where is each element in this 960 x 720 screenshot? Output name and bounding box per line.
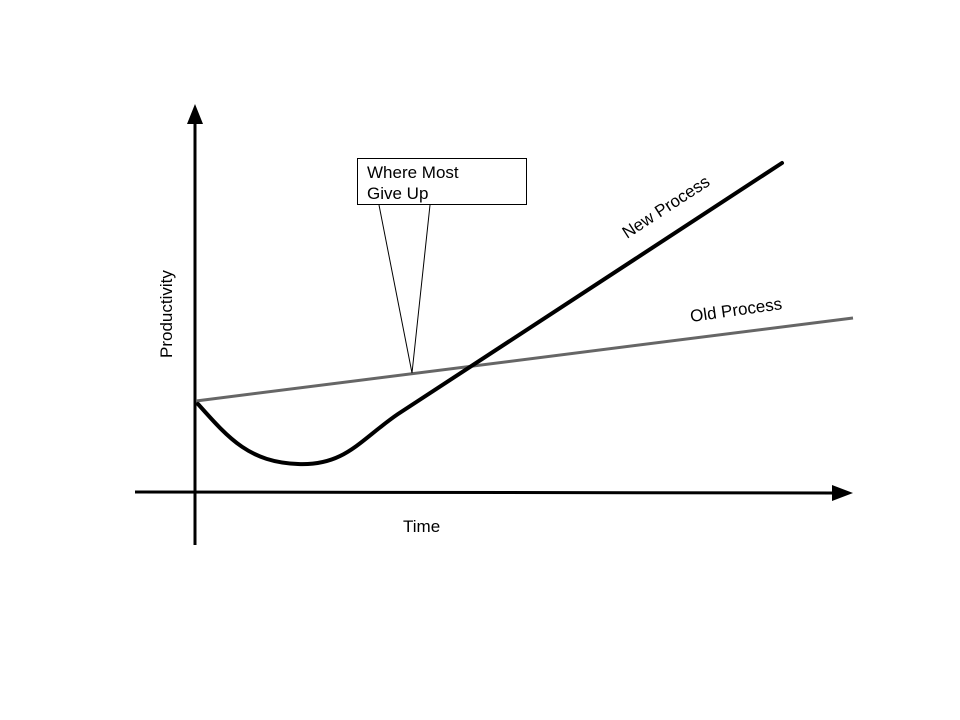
y-axis-arrowhead — [187, 104, 203, 124]
y-axis-label: Productivity — [157, 270, 176, 358]
old-process-line — [195, 316, 854, 403]
callout-pointer — [378, 204, 431, 374]
callout-line-1: Where Most — [367, 163, 459, 182]
new-process-curve — [196, 161, 784, 467]
new-process-label: New Process — [619, 172, 713, 242]
x-axis-label: Time — [403, 517, 440, 536]
old-process-label: Old Process — [689, 294, 783, 326]
x-axis-arrowhead — [832, 485, 853, 501]
callout-line-2: Give Up — [367, 184, 428, 203]
callout-box — [357, 158, 527, 205]
x-axis-line — [134, 490, 835, 495]
